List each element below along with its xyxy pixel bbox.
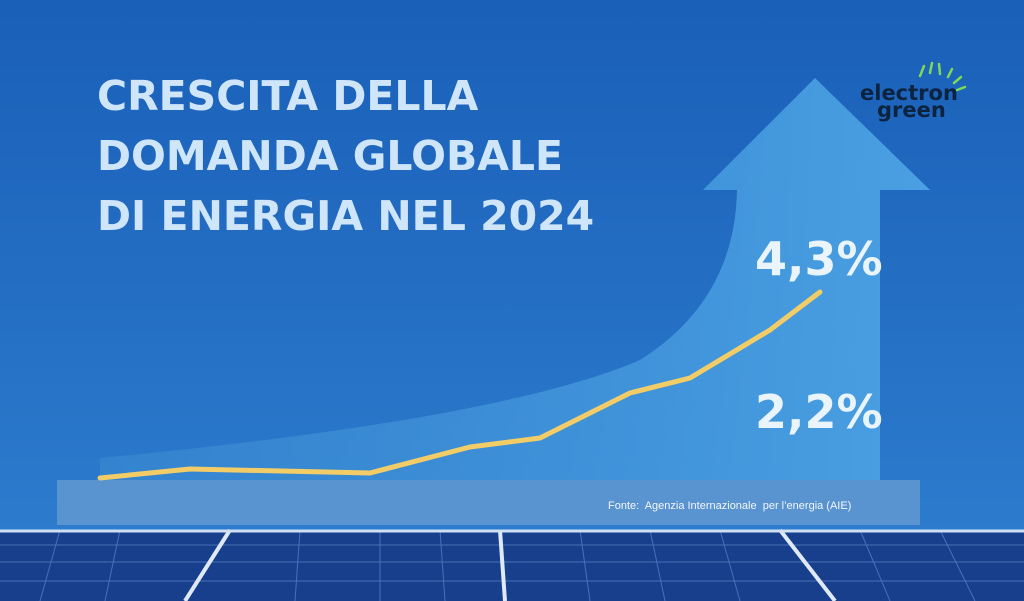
value-label: 2,2%: [755, 385, 883, 439]
title-line: CRESCITA DELLA: [97, 72, 479, 120]
logo-text: electron: [860, 81, 958, 105]
trend-line: [97, 289, 823, 481]
title-line: DI ENERGIA NEL 2024: [97, 192, 594, 240]
source: Fonte: Agenzia Internazionale per l’ener…: [608, 500, 851, 512]
title-line: DOMANDA GLOBALE: [97, 132, 563, 180]
source-band: [57, 480, 920, 525]
solar-panels: [0, 528, 1024, 601]
arrow-shape: [100, 78, 930, 480]
logo: electron green: [860, 61, 967, 122]
logo-text: green: [877, 98, 946, 122]
value-label: 4,3%: [755, 232, 883, 286]
